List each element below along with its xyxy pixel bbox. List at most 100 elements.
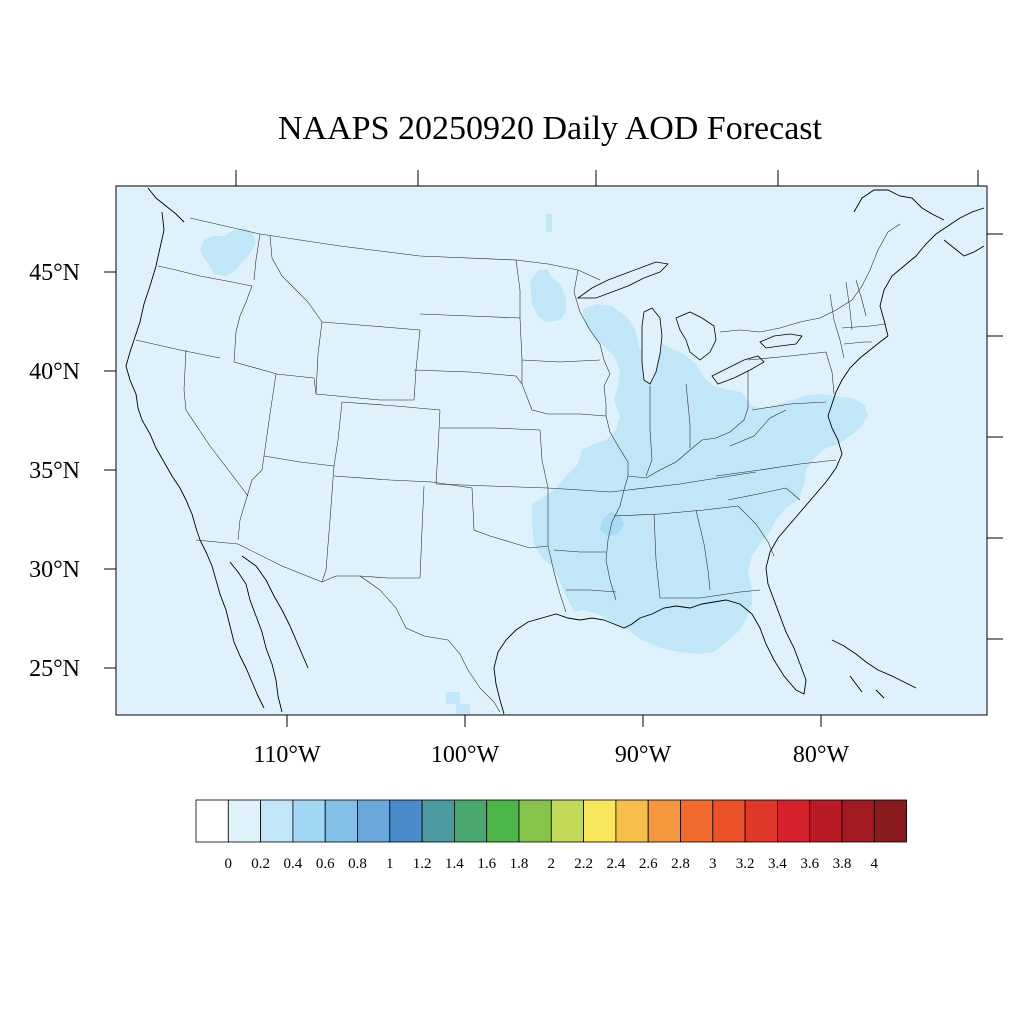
border-ct-ri (843, 341, 872, 345)
border-co-north (341, 401, 441, 411)
colorbar-swatch (550, 799, 584, 843)
colorbar-label: 3.2 (736, 856, 755, 872)
colorbar-swatch (518, 799, 552, 843)
aod-patch-lake-superior (546, 214, 552, 232)
lat-label: 40°N (29, 359, 80, 385)
colorbar-swatch (615, 799, 649, 843)
pacific-coastline (125, 211, 265, 709)
aod-peak-mississippi (600, 512, 624, 536)
lon-label: 110°W (253, 742, 321, 768)
map-frame (115, 185, 988, 716)
aod-patch-minnesota (530, 270, 566, 322)
colorbar-label: 1.8 (510, 856, 529, 872)
northeast-coastline (879, 207, 985, 337)
colorbar-label: 2.4 (607, 856, 626, 872)
colorbar-label: 2.6 (639, 856, 658, 872)
colorbar-swatch (486, 799, 520, 843)
border-il-in (645, 386, 653, 477)
aod-patches (200, 214, 868, 714)
border-nm-east (419, 485, 425, 579)
border-la-south (566, 589, 617, 593)
bottom-ticks: 110°W 100°W 90°W 80°W (253, 715, 849, 768)
lake-erie (711, 355, 765, 385)
canada-east-coast (853, 189, 985, 257)
border-tx-west (359, 575, 501, 713)
great-lakes (576, 261, 803, 385)
aod-patch-yucatan-edge (456, 704, 470, 714)
colorbar-label: 4 (871, 856, 879, 872)
colorbar-label: 0.6 (316, 856, 335, 872)
border-mn-ia (521, 359, 601, 363)
baja-coastline (229, 561, 283, 713)
colorbar-label: 1.6 (477, 856, 496, 872)
colorbar-swatch (809, 799, 843, 843)
border-ky-tn (627, 471, 757, 491)
colorbar-swatch (647, 799, 681, 843)
colorbar-label: 2.2 (574, 856, 593, 872)
border-va-nc (715, 459, 837, 477)
aod-patch-eastern-us (532, 304, 868, 654)
lake-ontario (759, 333, 803, 349)
border-ohio-river (627, 407, 749, 479)
border-ma (841, 323, 887, 329)
border-wy-west (315, 321, 323, 395)
canada-border-east (719, 223, 901, 333)
colorbar-swatch (227, 799, 262, 843)
border-tx-panhandle (431, 481, 549, 549)
colorbar-labels: 0 0.2 0.4 0.6 0.8 1 1.2 1.4 1.6 1.8 2 2.2 2.4 2.6 2.8 3… (225, 856, 879, 872)
map-title: NAAPS 20250920 Daily AOD Forecast (278, 110, 822, 147)
border-mo-ar (547, 487, 629, 493)
colorbar-label: 3 (709, 856, 717, 872)
border-ne-ks (440, 427, 541, 431)
lat-label: 30°N (29, 557, 80, 583)
colorbar-swatch (712, 799, 746, 843)
border-ut-south (263, 455, 335, 467)
colorbar-label: 3.4 (768, 856, 787, 872)
border-id-west (233, 285, 253, 363)
colorbar-label: 0.2 (251, 856, 270, 872)
colorbar-label: 1.4 (445, 856, 464, 872)
lake-superior (576, 261, 669, 299)
border-ia-mo (521, 383, 607, 417)
lat-label: 25°N (29, 656, 80, 682)
colorbar-swatch (195, 799, 229, 843)
border-ny-vt (829, 293, 845, 359)
colorbar-swatch (292, 799, 326, 843)
border-mt-id (269, 235, 323, 323)
colorbar-swatch (260, 799, 294, 843)
colorbar-label: 1 (386, 856, 394, 872)
border-ia-il (603, 359, 611, 416)
border-dakotas-east (515, 259, 523, 384)
lat-label: 35°N (29, 458, 80, 484)
border-ms-al (653, 513, 661, 599)
border-mn-wi (573, 269, 605, 361)
sonora-coastline (241, 555, 309, 669)
border-in-oh (685, 383, 691, 448)
border-tn-south (613, 505, 739, 517)
border-az-nm (321, 465, 335, 583)
lake-michigan (641, 307, 663, 385)
colorbar-label: 3.8 (833, 856, 852, 872)
state-boundaries (135, 217, 901, 713)
colorbar-swatch (841, 799, 875, 843)
border-co-south (333, 475, 433, 483)
bahamas-outline (849, 675, 885, 699)
colorbar-label: 0.8 (348, 856, 367, 872)
border-co-east (435, 409, 441, 485)
border-ks-mo (539, 429, 549, 546)
colorbar-swatch (389, 799, 423, 843)
border-tx-east (547, 545, 567, 613)
lat-label: 45°N (29, 260, 80, 286)
canada-border (189, 217, 601, 281)
border-mt-wy (321, 321, 421, 331)
vancouver-island (147, 187, 185, 223)
aod-patch-washington (200, 228, 256, 276)
lon-label: 90°W (615, 742, 672, 768)
border-az-west (237, 455, 265, 541)
border-ga-fl (660, 589, 761, 599)
border-ut-co (275, 373, 317, 395)
colorbar-swatch (453, 799, 488, 843)
colorbar-swatch (583, 799, 617, 843)
colorbar-label: 3.6 (800, 856, 819, 872)
